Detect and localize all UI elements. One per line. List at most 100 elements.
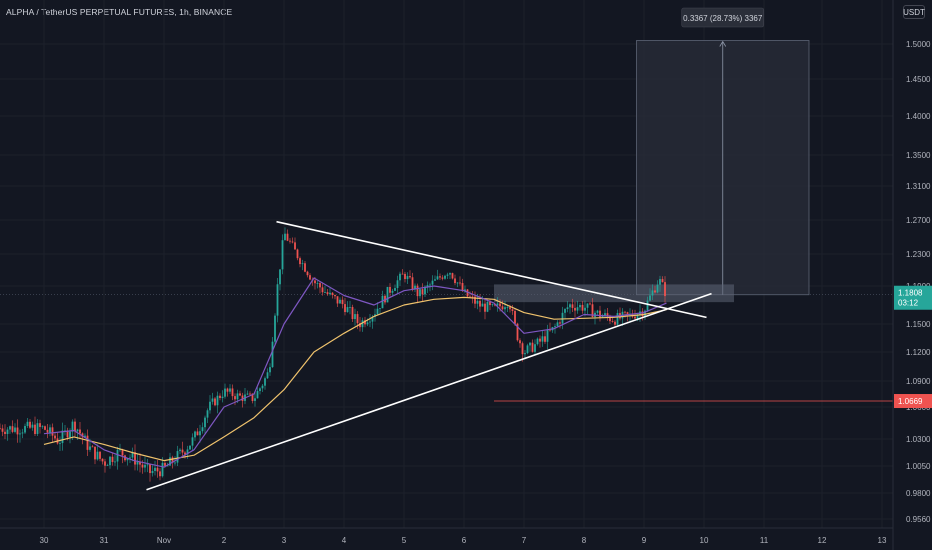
candle-body: [61, 430, 64, 444]
candle-body: [154, 467, 156, 471]
price-tick-label: 1.3500: [906, 151, 931, 160]
price-axis[interactable]: 1.5000 1.4500 1.4000 1.3500 1.3100 1.2700 1.23…: [892, 0, 931, 550]
candles: [0, 227, 666, 482]
candle-body: [179, 449, 181, 452]
candle-body: [579, 304, 581, 308]
candle-body: [519, 340, 521, 344]
candle-body: [634, 316, 636, 319]
price-tick-label: 0.9800: [906, 489, 931, 498]
candle-body: [229, 388, 231, 392]
measure-label: 0.3367 (28.73%) 3367: [683, 14, 763, 23]
candle-body: [369, 321, 371, 323]
candle-body: [424, 286, 426, 295]
target-arrow-head: [719, 40, 727, 47]
candle-body: [321, 287, 324, 293]
candle-body: [524, 353, 526, 355]
candle-body: [16, 427, 19, 435]
candle-body: [649, 295, 651, 301]
candle-body: [661, 279, 664, 283]
candle-body: [664, 282, 666, 297]
time-tick-label: 5: [402, 536, 407, 545]
candle-body: [316, 283, 319, 284]
candle-body: [584, 307, 586, 311]
time-tick-label: 8: [582, 536, 587, 545]
candle-body: [486, 301, 489, 312]
candle-body: [54, 435, 56, 439]
candle-body: [26, 421, 29, 427]
candle-body: [499, 303, 501, 307]
candle-body: [74, 421, 76, 432]
chart-title: ALPHA / TetherUS PERPETUAL FUTURES, 1h, …: [6, 7, 233, 17]
candle-body: [41, 426, 44, 428]
candle-body: [91, 446, 94, 448]
candle-body: [141, 464, 144, 468]
candle-body: [411, 277, 414, 290]
candle-countdown: 03:12: [898, 299, 919, 308]
candle-body: [426, 285, 429, 287]
candle-body: [449, 273, 451, 275]
candle-body: [654, 290, 656, 293]
candle-body: [306, 271, 309, 276]
candle-body: [614, 321, 616, 325]
candle-body: [526, 345, 529, 354]
candle-body: [106, 465, 109, 466]
candle-body: [261, 385, 264, 389]
candle-body: [161, 462, 164, 477]
candle-body: [554, 326, 556, 328]
candle-body: [596, 310, 599, 313]
candle-body: [19, 433, 21, 435]
candle-body: [224, 388, 226, 397]
candle-body: [349, 307, 351, 308]
candle-body: [94, 446, 96, 460]
candle-body: [1, 428, 4, 432]
candle-body: [271, 341, 274, 368]
candle-body: [401, 273, 404, 275]
time-tick-label: 3: [282, 536, 287, 545]
candle-body: [444, 275, 446, 279]
candle-body: [291, 241, 294, 243]
candle-body: [566, 307, 569, 310]
candle-body: [359, 323, 361, 328]
currency-button[interactable]: USDT: [903, 5, 925, 19]
candle-body: [384, 295, 386, 303]
candle-body: [249, 393, 251, 395]
candle-body: [84, 435, 86, 438]
last-price-badge: [894, 285, 932, 310]
candle-body: [39, 423, 41, 427]
candle-body: [371, 316, 374, 322]
last-price-value: 1.1808: [898, 289, 923, 298]
candle-body: [591, 304, 594, 318]
candle-body: [339, 299, 341, 304]
candle-body: [89, 446, 91, 450]
time-axis[interactable]: 30 31 Nov 2 3 4 5 6 7 8 9 10 11 12 13: [0, 527, 893, 545]
time-tick-label: 11: [760, 536, 769, 545]
candle-body: [434, 279, 436, 281]
price-tick-label: 1.4000: [906, 112, 931, 121]
candle-body: [216, 395, 219, 406]
candle-body: [521, 343, 524, 355]
candle-body: [156, 467, 159, 472]
candle-body: [259, 388, 261, 392]
price-tick-label: 1.1500: [906, 320, 931, 329]
candle-body: [46, 429, 49, 433]
candle-body: [201, 427, 204, 432]
candle-body: [121, 449, 124, 456]
candle-body: [286, 233, 289, 241]
candle-body: [294, 242, 296, 250]
candle-body: [214, 398, 216, 406]
candle-body: [299, 258, 301, 265]
candle-body: [416, 285, 419, 297]
candle-body: [534, 344, 536, 352]
candle-body: [506, 307, 509, 308]
drawing-boxes: [0, 40, 893, 402]
price-tick-label: 1.2300: [906, 250, 931, 259]
candle-body: [49, 427, 51, 433]
candle-body: [111, 456, 114, 462]
candle-body: [171, 457, 174, 463]
ema-fast-line: [43, 277, 667, 468]
candle-body: [599, 310, 601, 318]
candle-body: [536, 338, 539, 345]
candle-body: [556, 322, 559, 327]
